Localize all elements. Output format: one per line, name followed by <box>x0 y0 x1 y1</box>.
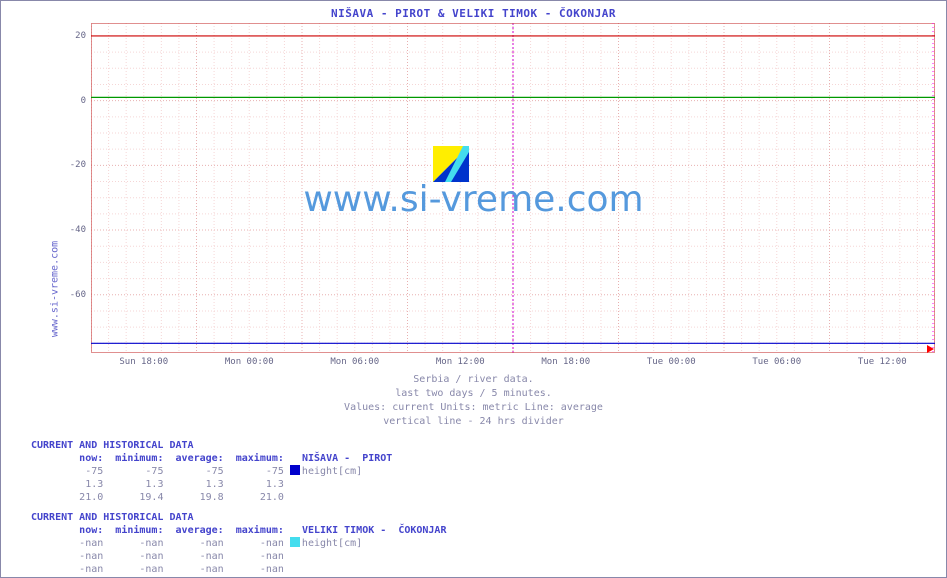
y-tick: -60 <box>56 290 86 300</box>
data-block-1: CURRENT AND HISTORICAL DATA now: minimum… <box>31 439 392 504</box>
data-row: 1.3 1.3 1.3 1.3 <box>31 478 392 491</box>
subtitle-line: Serbia / river data. <box>1 373 946 387</box>
data-columns-row: now: minimum: average: maximum: VELIKI T… <box>31 524 446 537</box>
y-tick-labels: 20 0 -20 -40 -60 <box>56 23 86 353</box>
data-row: -nan -nan -nan -nan <box>31 563 446 576</box>
y-tick: 0 <box>56 96 86 106</box>
chart-plot-area <box>91 23 935 353</box>
x-tick: Mon 12:00 <box>436 357 485 367</box>
data-columns-row: now: minimum: average: maximum: NIŠAVA -… <box>31 452 392 465</box>
y-tick: -20 <box>56 160 86 170</box>
series-swatch-icon <box>290 465 300 475</box>
data-row: -nan -nan -nan -nanheight[cm] <box>31 537 446 550</box>
data-row: -75 -75 -75 -75height[cm] <box>31 465 392 478</box>
x-tick: Tue 00:00 <box>647 357 696 367</box>
subtitle-line: vertical line - 24 hrs divider <box>1 415 946 429</box>
subtitle-line: last two days / 5 minutes. <box>1 387 946 401</box>
data-block-header: CURRENT AND HISTORICAL DATA <box>31 511 446 524</box>
chart-subtitle: Serbia / river data. last two days / 5 m… <box>1 373 946 429</box>
x-tick-labels: Sun 18:00 Mon 00:00 Mon 06:00 Mon 12:00 Mon … <box>91 357 935 371</box>
x-tick: Mon 00:00 <box>225 357 274 367</box>
data-block-2: CURRENT AND HISTORICAL DATA now: minimum… <box>31 511 446 576</box>
y-tick: -40 <box>56 225 86 235</box>
data-row: 21.0 19.4 19.8 21.0 <box>31 491 392 504</box>
series-swatch-icon <box>290 537 300 547</box>
x-tick: Tue 12:00 <box>858 357 907 367</box>
y-tick: 20 <box>56 31 86 41</box>
data-block-header: CURRENT AND HISTORICAL DATA <box>31 439 392 452</box>
subtitle-line: Values: current Units: metric Line: aver… <box>1 401 946 415</box>
x-tick: Tue 06:00 <box>752 357 801 367</box>
x-tick: Sun 18:00 <box>119 357 168 367</box>
x-tick: Mon 18:00 <box>541 357 590 367</box>
x-tick: Mon 06:00 <box>330 357 379 367</box>
data-row: -nan -nan -nan -nan <box>31 550 446 563</box>
chart-title: NIŠAVA - PIROT & VELIKI TIMOK - ČOKONJAR <box>1 7 946 20</box>
